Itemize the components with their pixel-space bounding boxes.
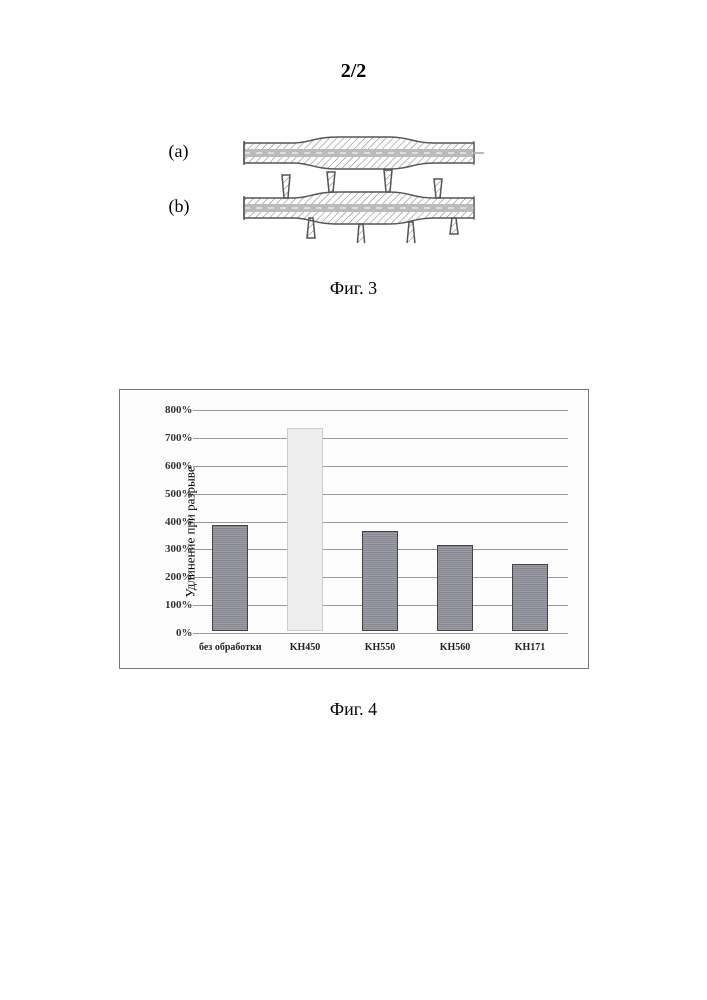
chart-ytick: 200% <box>159 571 193 583</box>
chart-bar <box>362 531 398 631</box>
chart-ytick: 600% <box>159 460 193 472</box>
chart-ytick: 700% <box>159 432 193 444</box>
figure-4-caption: Фиг. 4 <box>80 699 627 720</box>
figure-3-caption: Фиг. 3 <box>80 278 627 299</box>
chart-ytick: 500% <box>159 488 193 500</box>
figure-4-chart: Удлинение при разрыве 0%100%200%300%400%… <box>119 389 589 669</box>
chart-ytick: 800% <box>159 404 193 416</box>
chart-bar <box>287 428 323 631</box>
figure-3-label-a: (a) <box>169 141 189 162</box>
chart-xlabels: без обработки KH450 KH550 KH560 KH171 <box>193 642 568 653</box>
chart-xlabel: KH450 <box>274 642 336 653</box>
chart-bars <box>193 410 568 631</box>
chart-bar <box>437 545 473 631</box>
figure-3-label-b: (b) <box>169 196 190 217</box>
chart-xlabel: KH560 <box>424 642 486 653</box>
figure-3: (a) (b) <box>204 123 504 248</box>
chart-xlabel: без обработки <box>199 642 261 653</box>
figure-3-drawing <box>224 123 504 248</box>
chart-bar <box>512 564 548 631</box>
chart-ytick: 300% <box>159 543 193 555</box>
chart-plot-area <box>193 410 568 631</box>
page: 2/2 (a) (b) <box>0 0 707 1000</box>
chart-gridline <box>193 633 568 634</box>
chart-ytick: 100% <box>159 599 193 611</box>
chart-ytick: 0% <box>159 627 193 639</box>
chart-xlabel: KH171 <box>499 642 561 653</box>
chart-ytick: 400% <box>159 516 193 528</box>
chart-xlabel: KH550 <box>349 642 411 653</box>
chart-bar <box>212 525 248 631</box>
page-number: 2/2 <box>80 60 627 83</box>
